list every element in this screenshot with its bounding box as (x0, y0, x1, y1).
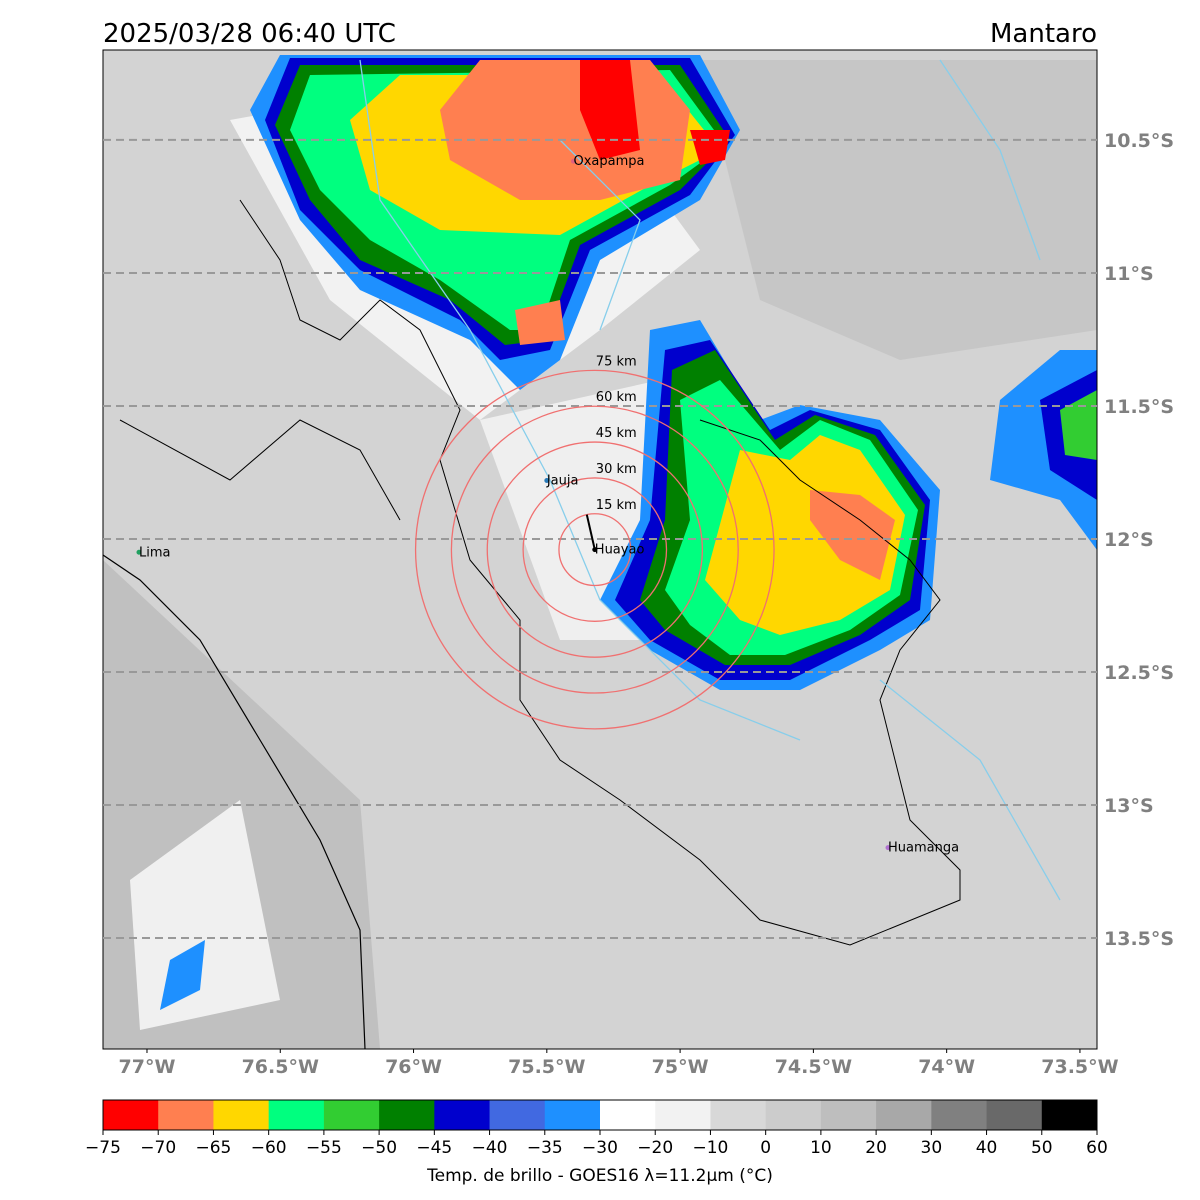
city-label: Lima (139, 545, 170, 560)
wind-line (585, 514, 596, 550)
colorbar-tick-label: 60 (1086, 1138, 1108, 1158)
city-dot (136, 549, 142, 555)
satellite-image (103, 50, 1097, 1049)
city-label: Oxapampa (573, 154, 644, 169)
colorbar-tick-label: 30 (921, 1138, 943, 1158)
colorbar-segment (213, 1100, 270, 1130)
range-ring-label: 45 km (596, 426, 637, 441)
colorbar-tick-label: −55 (306, 1138, 342, 1158)
colorbar-tick-label: −35 (527, 1138, 563, 1158)
colorbar-tick-label: 40 (976, 1138, 998, 1158)
colorbar-tick-label: −45 (416, 1138, 452, 1158)
range-ring (522, 477, 668, 622)
colorbar-segment (876, 1100, 932, 1130)
y-tick-label: 12°S (1104, 529, 1154, 551)
x-tick-label: 75°W (652, 1056, 709, 1078)
range-ring (450, 405, 739, 694)
map-frame (102, 49, 1098, 1050)
colorbar-tick-label: −60 (251, 1138, 287, 1158)
colorbar-segment (434, 1100, 491, 1130)
city-label: Huamanga (888, 841, 959, 856)
colorbar-segment (544, 1100, 601, 1130)
colorbar-segment (158, 1100, 214, 1130)
range-ring (558, 513, 632, 587)
colorbar-segment (986, 1100, 1043, 1130)
y-tick-label: 10.5°S (1104, 130, 1174, 152)
y-tick-label: 11°S (1104, 263, 1154, 285)
colorbar-segment (268, 1100, 325, 1130)
colorbar-segment (710, 1100, 767, 1130)
colorbar-segment (323, 1100, 380, 1130)
city-dot (885, 845, 891, 851)
range-ring-label: 75 km (596, 354, 637, 369)
colorbar-segment (1041, 1100, 1098, 1130)
y-tick-label: 11.5°S (1104, 396, 1174, 418)
y-tick-label: 13.5°S (1104, 928, 1174, 950)
colorbar-tick-label: 0 (760, 1138, 771, 1158)
colorbar-tick-label: −20 (637, 1138, 673, 1158)
colorbar-label: Temp. de brillo - GOES16 λ=11.2µm (°C) (426, 1166, 773, 1186)
range-ring-label: 15 km (596, 498, 637, 513)
range-ring (486, 441, 703, 658)
x-tick-label: 73.5°W (1041, 1056, 1118, 1078)
colorbar-segment (379, 1100, 435, 1130)
range-ring-label: 60 km (596, 390, 637, 405)
colorbar-tick-label: −40 (472, 1138, 508, 1158)
y-tick-label: 13°S (1104, 795, 1154, 817)
x-tick-label: 74°W (918, 1056, 975, 1078)
x-tick-label: 76.5°W (242, 1056, 319, 1078)
colorbar-tick-label: −75 (85, 1138, 121, 1158)
y-tick-label: 12.5°S (1104, 662, 1174, 684)
colorbar-segment (931, 1100, 988, 1130)
range-ring-label: 30 km (596, 462, 637, 477)
city-dot (592, 547, 598, 553)
colorbar-segment (489, 1100, 546, 1130)
colorbar-tick-label: −50 (361, 1138, 397, 1158)
city-label: Jauja (546, 473, 579, 488)
colorbar-tick-label: −10 (692, 1138, 728, 1158)
colorbar-segment (600, 1100, 656, 1130)
x-tick-label: 75.5°W (508, 1056, 585, 1078)
colorbar-tick-label: −30 (582, 1138, 618, 1158)
colorbar-tick-label: 10 (810, 1138, 832, 1158)
x-tick-label: 76°W (385, 1056, 442, 1078)
colorbar-tick-label: −70 (140, 1138, 176, 1158)
colorbar-segment (103, 1100, 159, 1130)
colorbar-tick-label: −65 (195, 1138, 231, 1158)
colorbar-tick-label: 20 (865, 1138, 887, 1158)
title-right: Mantaro (990, 19, 1097, 49)
colorbar-segment (655, 1100, 711, 1130)
city-dot (544, 477, 550, 483)
colorbar-segment (820, 1100, 877, 1130)
colorbar-tick-label: 50 (1031, 1138, 1053, 1158)
x-tick-label: 74.5°W (775, 1056, 852, 1078)
city-dot (570, 158, 576, 164)
city-label: Huayao (595, 543, 645, 558)
x-tick-label: 77°W (119, 1056, 176, 1078)
colorbar-segment (765, 1100, 822, 1130)
title: 2025/03/28 06:40 UTC (103, 19, 396, 49)
range-ring (414, 369, 775, 730)
